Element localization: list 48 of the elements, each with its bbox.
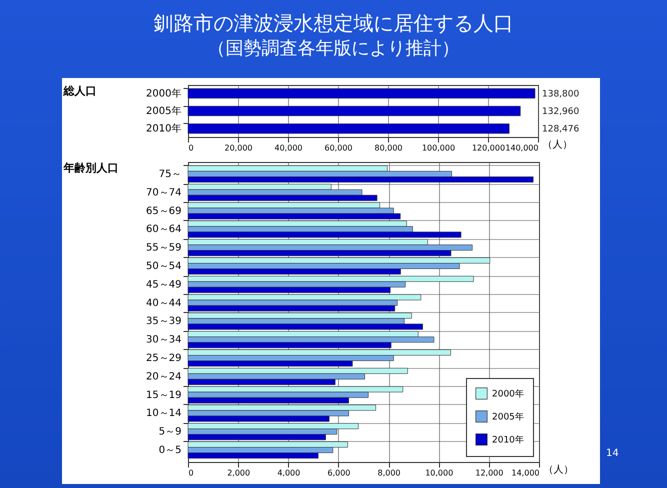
x-tick-label: 6,000: [327, 468, 350, 478]
y-axis-title: 年齢別人口: [62, 162, 118, 174]
x-tick-label: 60,000: [324, 144, 352, 152]
y-tick-label: 40～44: [146, 298, 182, 309]
text: 14: [606, 448, 619, 459]
x-tick-label: 80,000: [374, 144, 402, 152]
y-tick-label: 5～9: [158, 426, 182, 438]
chart-subtitle: （国勢調査各年版により推計）: [206, 37, 460, 61]
x-tick-label: 0: [188, 468, 194, 478]
x-tick-label: 10,000: [425, 468, 454, 478]
y-tick-label: 60～64: [146, 224, 182, 236]
y-tick-label: 65～69: [146, 206, 182, 217]
y-tick-label: 45～49: [146, 279, 182, 290]
x-tick-label: 4,000: [277, 468, 300, 478]
data-label: 132,960: [542, 107, 580, 117]
y-tick-label: 0～5: [158, 445, 182, 456]
chart-title: 釧路市の津波浸水想定域に居住する人口: [152, 10, 514, 36]
y-tick-label: 35～39: [146, 316, 182, 328]
y-tick-label: 70～74: [146, 187, 182, 198]
y-tick-label: 2005年: [146, 105, 182, 117]
y-tick-label: 50～54: [146, 260, 182, 272]
y-tick-label: 2000年: [146, 87, 182, 100]
x-tick-label: 120,000: [472, 144, 506, 152]
y-tick-label: 15～19: [146, 390, 182, 401]
x-tick-label: 40,000: [274, 144, 302, 152]
y-tick-label: 20～24: [146, 371, 182, 382]
x-tick-label: 12,000: [475, 468, 504, 478]
x-axis-title: （人）: [544, 464, 574, 476]
x-tick-label: 0: [188, 144, 194, 152]
y-tick-label: 2010年: [146, 122, 182, 135]
x-tick-label: 8,000: [378, 468, 401, 478]
x-tick-label: 2,000: [227, 468, 250, 478]
y-tick-label: 10～14: [146, 408, 182, 420]
y-tick-label: 55～59: [146, 242, 182, 254]
y-tick-label: 75～: [158, 168, 182, 180]
legend-label: 2005年: [492, 412, 524, 422]
x-tick-label: 100,000: [422, 144, 456, 152]
y-tick-label: 30～34: [146, 334, 182, 346]
x-axis-title: （人）: [542, 140, 572, 150]
legend-label: 2000年: [492, 388, 524, 400]
data-label: 138,800: [542, 89, 580, 100]
x-tick-label: 14,000: [512, 468, 540, 478]
y-tick-label: 25～29: [146, 353, 182, 364]
data-label: 128,476: [542, 124, 580, 135]
y-axis-title: 総人口: [62, 84, 96, 98]
x-tick-label: 20,000: [224, 144, 252, 152]
x-tick-label: 140,000: [505, 144, 538, 152]
legend-label: 2010年: [492, 434, 524, 446]
